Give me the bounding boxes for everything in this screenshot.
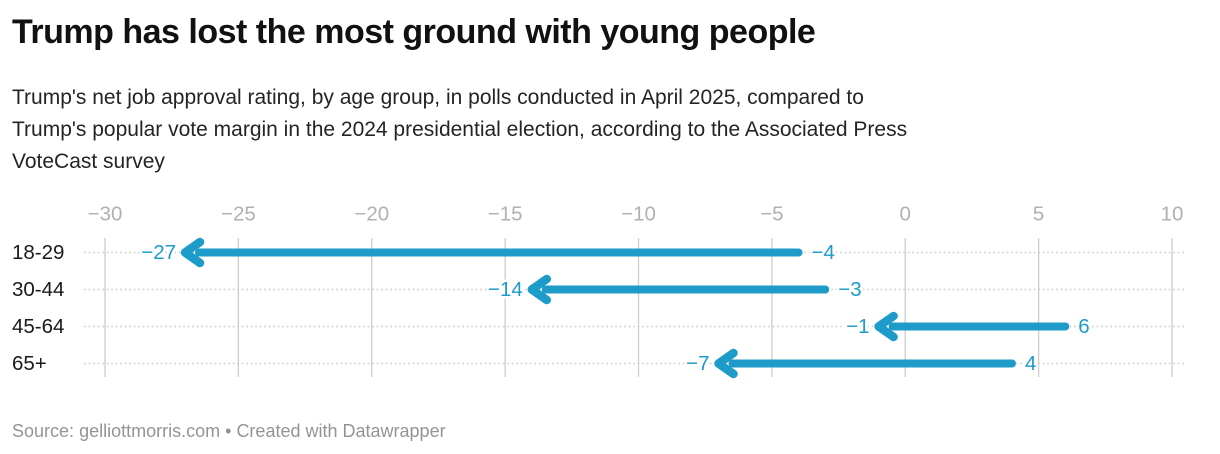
source-label: Source: xyxy=(12,421,75,441)
value-label-end: −1 xyxy=(846,315,869,338)
description-line: VoteCast survey xyxy=(12,150,165,173)
attribution-prefix: Created with xyxy=(236,421,338,441)
description-line: Trump's net job approval rating, by age … xyxy=(12,86,864,109)
value-label-start: −4 xyxy=(812,241,835,264)
x-tick-label: 0 xyxy=(900,203,911,226)
value-label-start: −3 xyxy=(838,278,861,301)
chart-description: Trump's net job approval rating, by age … xyxy=(12,82,907,178)
value-label-end: −7 xyxy=(686,352,709,375)
value-label-end: −14 xyxy=(488,278,523,301)
source-link[interactable]: gelliottmorris.com xyxy=(79,421,221,441)
value-label-start: 4 xyxy=(1025,352,1036,375)
arrow-head xyxy=(714,348,738,379)
row-label: 18-29 xyxy=(12,241,64,264)
arrow-head xyxy=(874,311,898,342)
description-line: Trump's popular vote margin in the 2024 … xyxy=(12,118,908,141)
x-tick-label: 5 xyxy=(1033,203,1044,226)
arrow-chart: −30 −25 −20 −15 −10 −5 0 5 10 18-29 −27 −4 30-44 −14−… xyxy=(0,190,1220,405)
x-tick-label: −30 xyxy=(88,203,123,226)
arrow-head xyxy=(180,237,205,268)
x-tick-label: 10 xyxy=(1161,203,1184,226)
x-tick-label: −20 xyxy=(354,203,389,226)
x-tick-label: −15 xyxy=(488,203,523,226)
value-label-start: 6 xyxy=(1078,315,1089,338)
row-label: 30-44 xyxy=(12,278,64,301)
chart-footer: Source: gelliottmorris.com • Created wit… xyxy=(12,420,446,442)
page-title: Trump has lost the most ground with youn… xyxy=(12,13,816,51)
datawrapper-link[interactable]: Datawrapper xyxy=(342,421,446,441)
x-tick-label: −25 xyxy=(221,203,256,226)
arrow-head xyxy=(527,274,552,305)
row-label: 45-64 xyxy=(12,315,64,338)
value-label-end: −27 xyxy=(141,241,176,264)
x-tick-label: −5 xyxy=(760,203,783,226)
x-tick-label: −10 xyxy=(621,203,656,226)
row-label: 65+ xyxy=(12,352,47,375)
footer-separator: • xyxy=(225,421,232,441)
